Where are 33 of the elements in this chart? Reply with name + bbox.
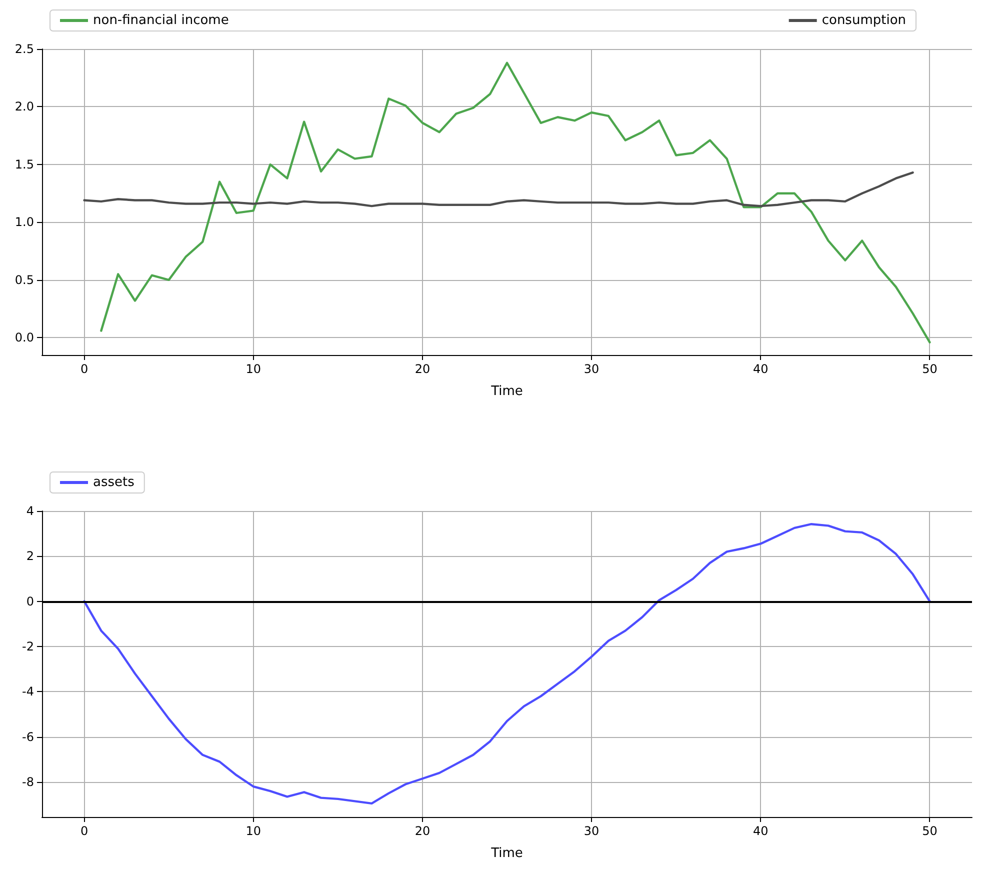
- y-tick-label: 4: [26, 504, 34, 518]
- legend-label: assets: [93, 475, 135, 490]
- x-tick-label: 20: [414, 824, 430, 838]
- x-tick-label: 0: [80, 824, 88, 838]
- line-series: [83, 171, 914, 208]
- x-tick-label: 40: [752, 362, 768, 376]
- line-series: [100, 62, 931, 344]
- y-tick-label: 1.0: [14, 215, 34, 230]
- x-tick-label: 30: [584, 362, 600, 376]
- y-tick-label: 2.5: [14, 42, 34, 56]
- line-series: [83, 523, 931, 805]
- y-tick-label: 0: [26, 594, 34, 608]
- y-tick-label: 1.5: [14, 157, 34, 172]
- x-tick-label: 20: [414, 362, 430, 376]
- x-tick-label: 30: [584, 824, 600, 838]
- legend-label: non-financial income: [93, 13, 229, 28]
- y-tick-label: -2: [22, 640, 34, 654]
- x-tick-label: 40: [752, 824, 768, 838]
- x-tick-label: 10: [246, 824, 262, 838]
- y-tick-label: 2: [26, 549, 34, 564]
- x-axis-title: Time: [490, 384, 523, 399]
- y-tick-label: -6: [22, 730, 34, 744]
- y-tick-label: -4: [22, 684, 34, 699]
- x-tick-label: 10: [246, 362, 262, 376]
- y-tick-label: 0.0: [14, 330, 34, 345]
- y-tick-label: -8: [22, 774, 34, 789]
- x-tick-label: 50: [922, 824, 938, 838]
- legend-label: consumption: [822, 13, 906, 28]
- x-tick-label: 50: [922, 362, 938, 376]
- x-tick-label: 0: [80, 362, 88, 376]
- y-tick-label: 2.0: [14, 100, 34, 114]
- y-tick-label: 0.5: [14, 272, 34, 287]
- x-axis-title: Time: [490, 846, 523, 861]
